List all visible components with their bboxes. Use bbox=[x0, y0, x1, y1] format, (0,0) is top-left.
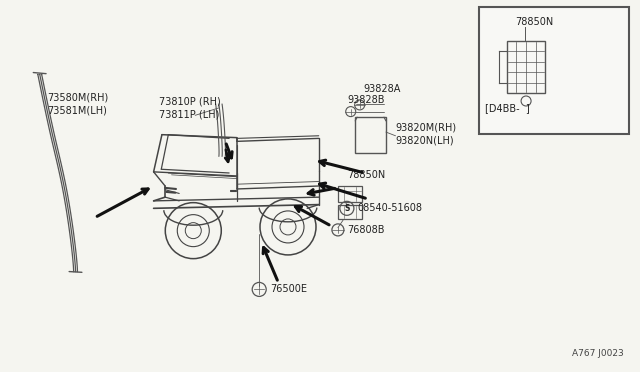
Text: 93820M(RH)
93820N(LH): 93820M(RH) 93820N(LH) bbox=[396, 122, 457, 145]
Text: S: S bbox=[344, 204, 349, 213]
Text: A767 J0023: A767 J0023 bbox=[572, 349, 624, 358]
Bar bbox=[479, 7, 629, 134]
Text: 76808B: 76808B bbox=[348, 225, 385, 235]
Text: 73810P (RH)
73811P (LH): 73810P (RH) 73811P (LH) bbox=[159, 96, 220, 119]
Text: 78850N: 78850N bbox=[348, 170, 386, 180]
Bar bbox=[507, 41, 545, 93]
Text: [D4BB-  ]: [D4BB- ] bbox=[485, 103, 530, 113]
Text: 76500E: 76500E bbox=[270, 285, 307, 294]
Text: 93828B: 93828B bbox=[348, 96, 385, 105]
Bar bbox=[355, 117, 386, 153]
Text: 08540-51608: 08540-51608 bbox=[357, 203, 422, 213]
Text: 73580M(RH)
73581M(LH): 73580M(RH) 73581M(LH) bbox=[47, 93, 108, 116]
Text: 78850N: 78850N bbox=[515, 17, 554, 26]
Bar bbox=[338, 205, 362, 219]
Text: 93828A: 93828A bbox=[364, 84, 401, 94]
Bar bbox=[338, 186, 362, 202]
